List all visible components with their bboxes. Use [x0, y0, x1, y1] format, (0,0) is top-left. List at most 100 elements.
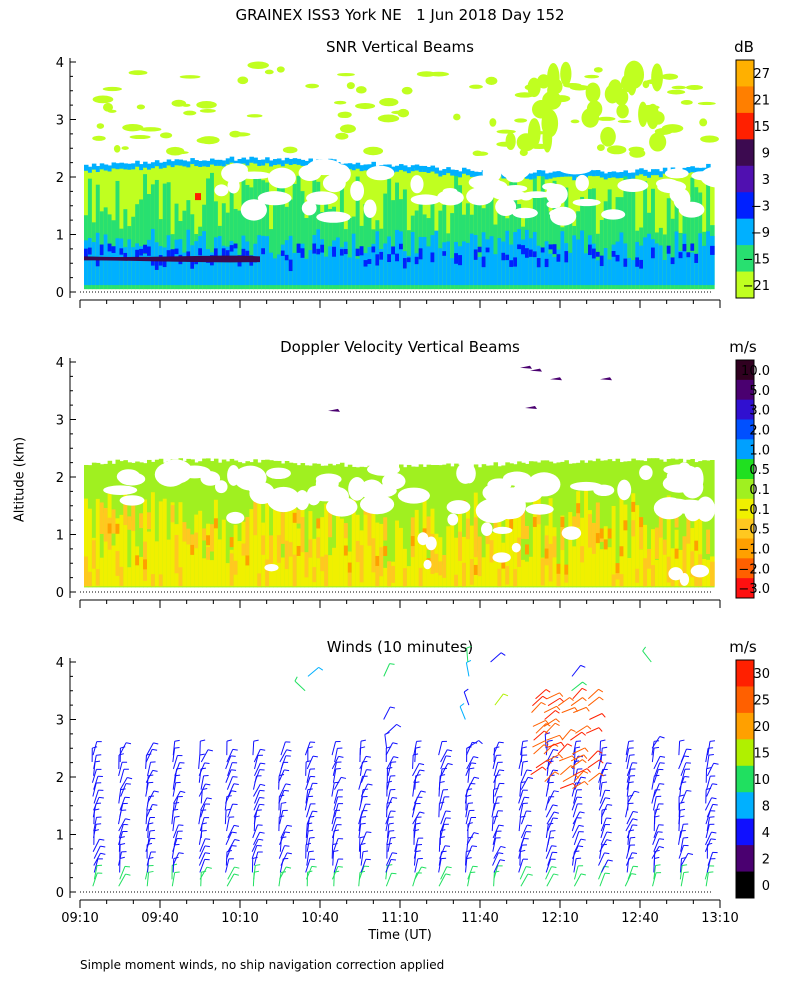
wind-barb [333, 796, 339, 811]
snr-gap [504, 184, 528, 193]
wind-barb [570, 697, 583, 707]
wind-barb [530, 766, 543, 776]
velocity-cell [308, 539, 313, 558]
wind-barb [198, 783, 206, 797]
wind-barb [200, 749, 209, 763]
snr-cell-moderate [265, 182, 270, 290]
wind-barb [440, 796, 445, 811]
wind-barb [200, 797, 208, 811]
snr-gap [549, 208, 573, 219]
velocity-cell [513, 569, 518, 587]
snr-top-band [91, 163, 97, 170]
wind-barb-flag [559, 734, 563, 740]
velocity-cell [245, 545, 250, 587]
snr-colorbar-unit: dB [734, 38, 754, 56]
velocity-cell [595, 533, 601, 544]
velocity-cell [670, 548, 676, 587]
wind-barb-flag [632, 811, 638, 813]
wind-barb-flag [205, 783, 211, 786]
wind-barb-flag [201, 870, 207, 873]
snr-cell-moderate [139, 199, 144, 290]
wind-barb [492, 831, 497, 845]
wind-barb-flag [366, 831, 372, 833]
velocity-cell [194, 532, 199, 549]
wind-barb [333, 789, 339, 804]
wind-barb [93, 845, 101, 859]
wind-barb [570, 731, 583, 741]
wind-barb [518, 789, 524, 804]
snr-aloft-echo [584, 74, 600, 79]
snr-cell-strong [540, 252, 546, 286]
snr-top-band [603, 173, 609, 180]
wind-barb-flag [283, 789, 289, 792]
wind-barb [466, 740, 479, 749]
wind-barb-flag [584, 747, 589, 752]
wind-barb [626, 811, 634, 825]
wind-barb-flag [447, 749, 453, 752]
velocity-cell [635, 568, 640, 583]
snr-top-band [686, 167, 691, 174]
snr-cell-moderate [387, 178, 392, 290]
snr-cell-weak [371, 165, 376, 290]
wind-barb-flag [466, 645, 472, 649]
velocity-cell [359, 466, 365, 588]
velocity-cell [158, 501, 164, 587]
velocity-cell [465, 508, 471, 587]
velocity-cell [91, 540, 97, 569]
snr-gap [617, 178, 649, 192]
snr-cell-peak [611, 250, 617, 257]
snr-cell-peak [387, 254, 392, 263]
snr-cell-strong [556, 249, 562, 286]
velocity-cell [391, 467, 396, 588]
snr-aloft-echo [159, 132, 173, 139]
wind-barb-flag [466, 857, 472, 859]
velocity-cell [560, 515, 565, 587]
velocity-cell [682, 536, 688, 577]
wind-barb [680, 872, 685, 887]
snr-cell-peak [418, 248, 424, 260]
snr-aloft-echo [416, 71, 437, 77]
snr-cell-moderate [584, 204, 589, 290]
snr-cell-moderate [241, 171, 247, 290]
wind-barb-flag [547, 739, 553, 742]
snr-cell-strong [584, 253, 589, 286]
snr-top-band [182, 160, 187, 167]
wind-barb [438, 873, 447, 887]
snr-top-band [229, 156, 235, 163]
velocity-cell [631, 493, 636, 587]
x-tick-label: 12:10 [541, 911, 578, 926]
wind-barb [653, 756, 661, 770]
velocity-cell [525, 544, 530, 555]
wind-barb [557, 697, 570, 707]
snr-cell-peak [391, 246, 396, 255]
snr-top-band [580, 171, 585, 178]
snr-cell-strong [174, 239, 180, 286]
snr-cell-peak [332, 246, 337, 257]
snr-top-band [347, 163, 353, 170]
wind-barb [172, 838, 178, 852]
wind-barb [625, 748, 630, 763]
wind-barb [414, 838, 419, 852]
wind-barb-flag [232, 776, 238, 778]
snr-cell-moderate [276, 177, 282, 290]
velocity-cell [269, 535, 274, 564]
wind-barb-flag [312, 810, 318, 813]
snr-cell-weak [595, 173, 601, 290]
wind-barb [520, 769, 528, 783]
wind-barb [253, 832, 261, 846]
wind-barb [599, 872, 606, 887]
snr-cell-weak [678, 173, 684, 290]
snr-cell-peak [261, 248, 266, 255]
wind-barb-flag [152, 804, 158, 806]
snr-cell-strong [210, 252, 215, 286]
wind-barb-flag [542, 766, 547, 771]
velocity-cell [643, 461, 648, 588]
wind-barb-flag [148, 774, 154, 777]
wind-barb [172, 782, 177, 797]
snr-top-band [458, 171, 463, 178]
velocity-cell [280, 512, 286, 544]
wind-barb-flag [473, 756, 479, 759]
velocity-cell [170, 502, 176, 587]
velocity-cell [312, 538, 317, 587]
